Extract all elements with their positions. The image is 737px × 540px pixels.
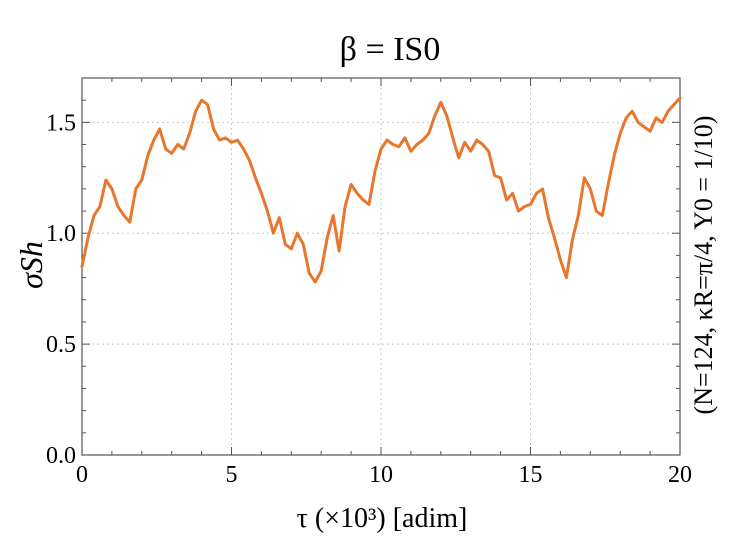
x-tick-label: 20 — [668, 462, 692, 488]
series-line — [80, 96, 682, 284]
parameter-note: (N=124, κR=π/4, Υ0 = 1/10) — [689, 116, 718, 415]
y-tick-label: 1.5 — [46, 110, 76, 136]
x-tick-label: 15 — [519, 462, 543, 488]
x-axis-ticks: 0 5 10 15 20 — [76, 78, 692, 488]
x-tick-label: 5 — [226, 462, 238, 488]
y-axis-label: σSh — [13, 241, 49, 289]
grid-lines — [82, 78, 681, 455]
y-tick-label: 0.0 — [46, 443, 76, 469]
y-axis-ticks: 0.0 0.5 1.0 1.5 — [46, 99, 680, 469]
x-tick-label: 10 — [369, 462, 393, 488]
data-series — [80, 96, 682, 284]
x-tick-label: 0 — [76, 462, 88, 488]
y-tick-label: 1.0 — [46, 221, 76, 247]
x-axis-label: τ (×10³) [adim] — [297, 503, 468, 534]
y-tick-label: 0.5 — [46, 332, 76, 358]
chart-title: β = IS0 — [340, 31, 441, 68]
